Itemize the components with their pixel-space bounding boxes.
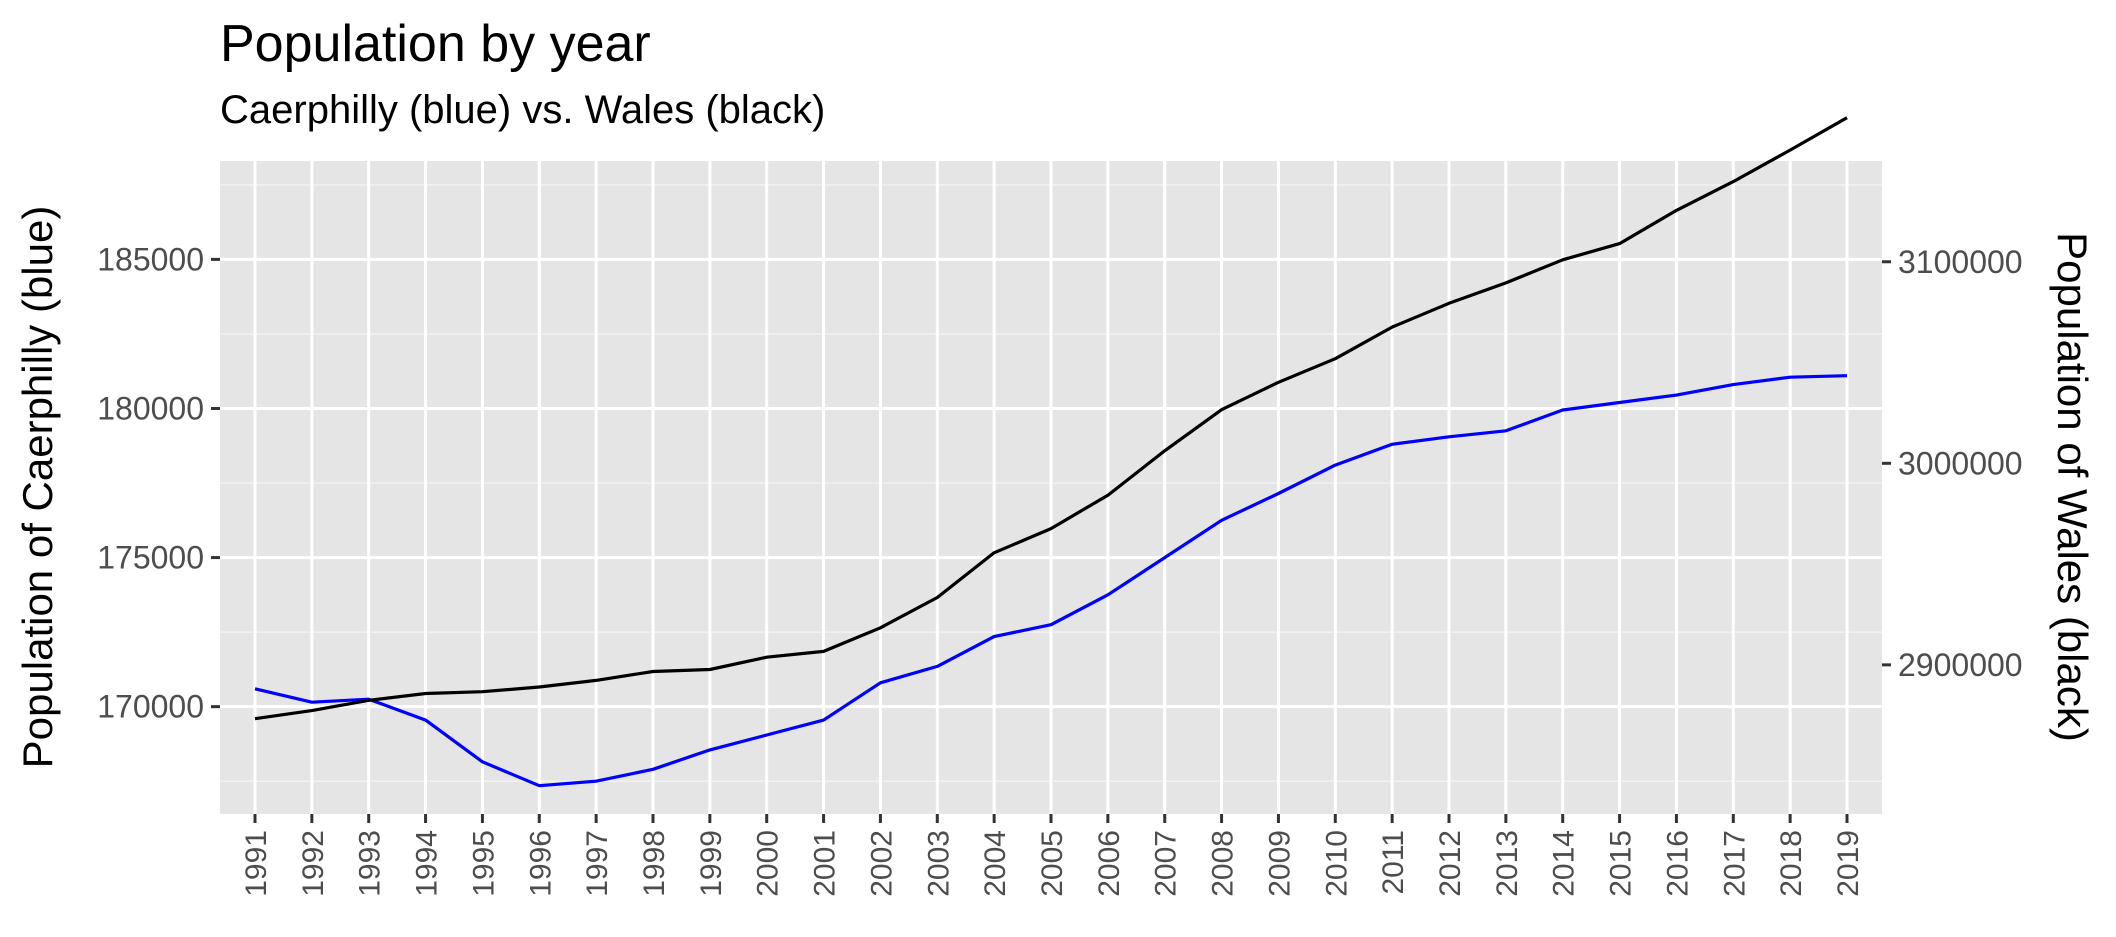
left-axis: 170000 175000 180000 185000: [97, 241, 220, 725]
x-axis-tick-label: 1997: [581, 830, 614, 897]
x-axis-tick-label: 2002: [865, 830, 898, 897]
x-axis-tick-label: 1994: [411, 830, 444, 897]
x-axis-tick-label: 2008: [1207, 830, 1240, 897]
left-axis-title: Population of Caerphilly (blue): [14, 206, 61, 769]
x-axis-tick-label: 2005: [1036, 830, 1069, 897]
chart-title: Population by year: [220, 15, 651, 73]
x-axis-tick-label: 2019: [1832, 830, 1865, 897]
x-axis-tick-label: 2001: [809, 830, 842, 897]
x-axis-tick-label: 2012: [1434, 830, 1467, 897]
x-axis-tick-label: 2014: [1548, 830, 1581, 897]
right-axis-tick-label: 2900000: [1898, 647, 2023, 683]
x-axis-tick-label: 2016: [1661, 830, 1694, 897]
x-axis-tick-label: 1992: [297, 830, 330, 897]
x-axis-tick-label: 2013: [1491, 830, 1524, 897]
x-axis-tick-label: 1993: [354, 830, 387, 897]
grid-major: [220, 161, 1882, 814]
x-axis-tick-label: 2000: [752, 830, 785, 897]
left-axis-tick-label: 185000: [97, 241, 204, 277]
x-axis-tick-label: 1999: [695, 830, 728, 897]
x-axis-tick-label: 2017: [1718, 830, 1751, 897]
right-axis: 2900000 3000000 3100000: [1882, 244, 2023, 683]
left-axis-tick-label: 170000: [97, 689, 204, 725]
right-axis-tick-label: 3000000: [1898, 445, 2023, 481]
x-axis-tick-label: 1998: [638, 830, 671, 897]
x-axis-tick-label: 2015: [1605, 830, 1638, 897]
series-line-wales: [254, 116, 1848, 721]
x-axis-tick-label: 2006: [1093, 830, 1126, 897]
x-axis-tick-label: 2018: [1775, 830, 1808, 897]
x-axis-tick-label: 2007: [1150, 830, 1183, 897]
x-axis-tick-label: 2004: [979, 830, 1012, 897]
right-axis-title: Population of Wales (black): [2049, 232, 2096, 742]
series-line-caerphilly: [254, 374, 1848, 788]
x-axis-tick-label: 1995: [467, 830, 500, 897]
x-axis-tick-label: 1996: [524, 830, 557, 897]
left-axis-tick-label: 175000: [97, 540, 204, 576]
x-axis-tick-label: 2009: [1263, 830, 1296, 897]
x-axis-tick-label: 2010: [1320, 830, 1353, 897]
x-axis-tick-label: 1991: [240, 830, 273, 897]
series-layer: [254, 116, 1848, 788]
x-axis-tick-label: 2003: [922, 830, 955, 897]
x-axis: 1991 1992 1993 1994 1995 1996 1997 1998 1999 2000…: [240, 814, 1865, 897]
left-axis-tick-label: 180000: [97, 390, 204, 426]
chart-subtitle: Caerphilly (blue) vs. Wales (black): [220, 88, 826, 132]
x-axis-tick-label: 2011: [1377, 830, 1410, 895]
right-axis-tick-label: 3100000: [1898, 244, 2023, 280]
